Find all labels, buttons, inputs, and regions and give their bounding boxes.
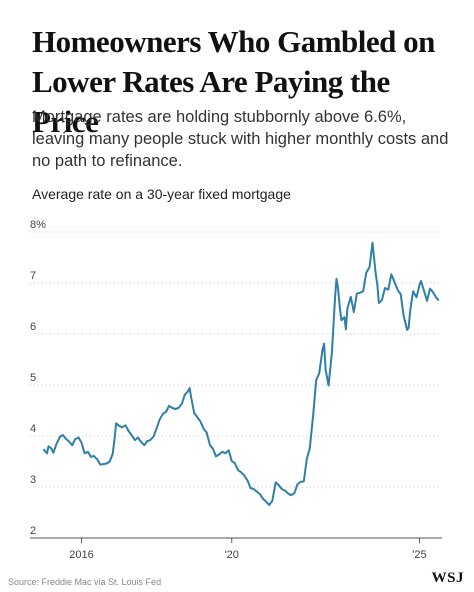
y-tick-label: 3 (30, 474, 36, 486)
y-tick-label: 2 (30, 525, 36, 537)
headline-line-2: Lower Rates Are Paying the Price (32, 64, 390, 139)
headline-line-1: Homeowners Who Gambled on (32, 24, 435, 59)
y-tick-label: 5 (30, 372, 36, 384)
x-tick-label: '25 (412, 549, 426, 561)
y-tick-label: 7 (30, 270, 36, 282)
chart-title: Average rate on a 30-year fixed mortgage (32, 186, 291, 202)
subheadline: Mortgage rates are holding stubbornly ab… (32, 108, 449, 170)
wsj-logo: WSJ (431, 570, 464, 586)
source-note: Source: Freddie Mac via St. Louis Fed (8, 577, 162, 587)
grid-lines (30, 231, 442, 539)
x-axis: 2016 '20 '25 (30, 537, 442, 561)
x-tick-label: '20 (225, 549, 239, 561)
headline: Homeowners Who Gambled on Lower Rates Ar… (32, 22, 462, 142)
y-axis-labels: 8% 7 6 5 4 3 2 (30, 219, 46, 537)
series-line (43, 241, 440, 506)
y-tick-label: 6 (30, 321, 36, 333)
series-layer (43, 241, 440, 506)
x-tick-label: 2016 (69, 549, 93, 561)
y-tick-label: 4 (30, 423, 36, 435)
y-tick-label: 8% (30, 219, 46, 231)
